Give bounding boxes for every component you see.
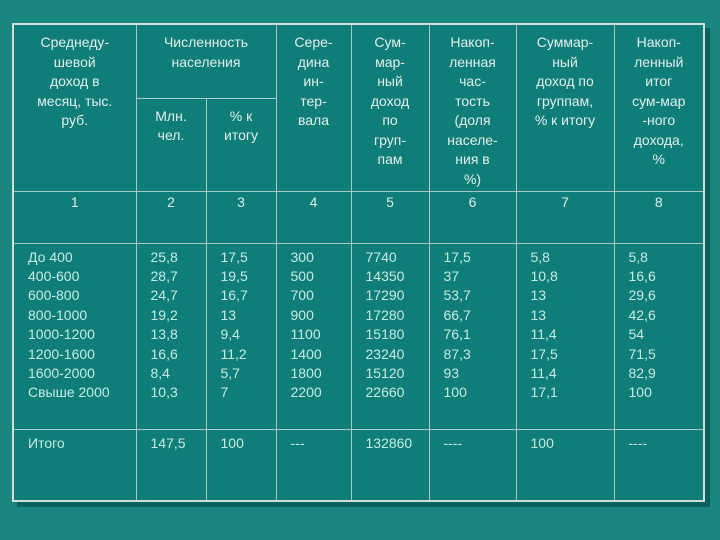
total-group-income: 132860 [350,428,430,502]
header-group-income-pct: Суммар- ный доход по группам, % к итогу [515,23,615,192]
total-row: Итого 147,5 100 --- 132860 ---- 100 ---- [12,428,705,502]
cell-population-mln: 25,8 28,7 24,7 19,2 13,8 16,6 8,4 10,3 [135,242,207,430]
total-cum-frequency: ---- [428,428,517,502]
header-cum-frequency: Накоп- ленная час- тость (доля населе- н… [428,23,517,192]
header-row-2: Млн. чел. % к итогу [13,97,704,192]
column-number-4: 4 [275,190,352,244]
cell-group-income-pct: 5,8 10,8 13 13 11,4 17,5 11,4 17,1 [515,242,615,430]
cell-cum-frequency: 17,5 37 53,7 66,7 76,1 87,3 93 100 [428,242,517,430]
total-cum-income-pct: ---- [613,428,705,502]
cell-interval-mid: 300 500 700 900 1100 1400 1800 2200 [275,242,352,430]
header-population-pct: % к итогу [205,97,277,192]
income-distribution-table: Среднеду- шевой доход в месяц, тыс. руб.… [12,23,705,502]
column-number-6: 6 [428,190,517,244]
total-population-mln: 147,5 [135,428,207,502]
cell-cum-income-pct: 5,8 16,6 29,6 42,6 54 71,5 82,9 100 [613,242,705,430]
cell-income-groups: До 400 400-600 600-800 800-1000 1000-120… [12,242,137,430]
total-group-income-pct: 100 [515,428,615,502]
column-number-1: 1 [12,190,137,244]
column-number-2: 2 [135,190,207,244]
header-population-group: Численность населения [135,23,277,99]
column-number-3: 3 [205,190,277,244]
header-row-1: Среднеду- шевой доход в месяц, тыс. руб.… [12,23,705,192]
header-income: Среднеду- шевой доход в месяц, тыс. руб. [12,23,137,192]
header-group-income: Сум- мар- ный доход по груп- пам [350,23,430,192]
cell-population-pct: 17,5 19,5 16,7 13 9,4 11,2 5,7 7 [205,242,277,430]
total-population-pct: 100 [205,428,277,502]
column-number-8: 8 [613,190,705,244]
data-row-groups: До 400 400-600 600-800 800-1000 1000-120… [12,242,705,430]
total-label: Итого [12,428,137,502]
column-number-row: 1 2 3 4 5 6 7 8 [12,190,705,244]
header-population-mln: Млн. чел. [135,97,207,192]
header-cum-income-pct: Накоп- ленный итог сум-мар -ного дохода,… [613,23,705,192]
cell-group-income: 7740 14350 17290 17280 15180 23240 15120… [350,242,430,430]
header-interval-mid: Сере- дина ин- тер- вала [275,23,352,192]
column-number-5: 5 [350,190,430,244]
column-number-7: 7 [515,190,615,244]
total-interval-mid: --- [275,428,352,502]
